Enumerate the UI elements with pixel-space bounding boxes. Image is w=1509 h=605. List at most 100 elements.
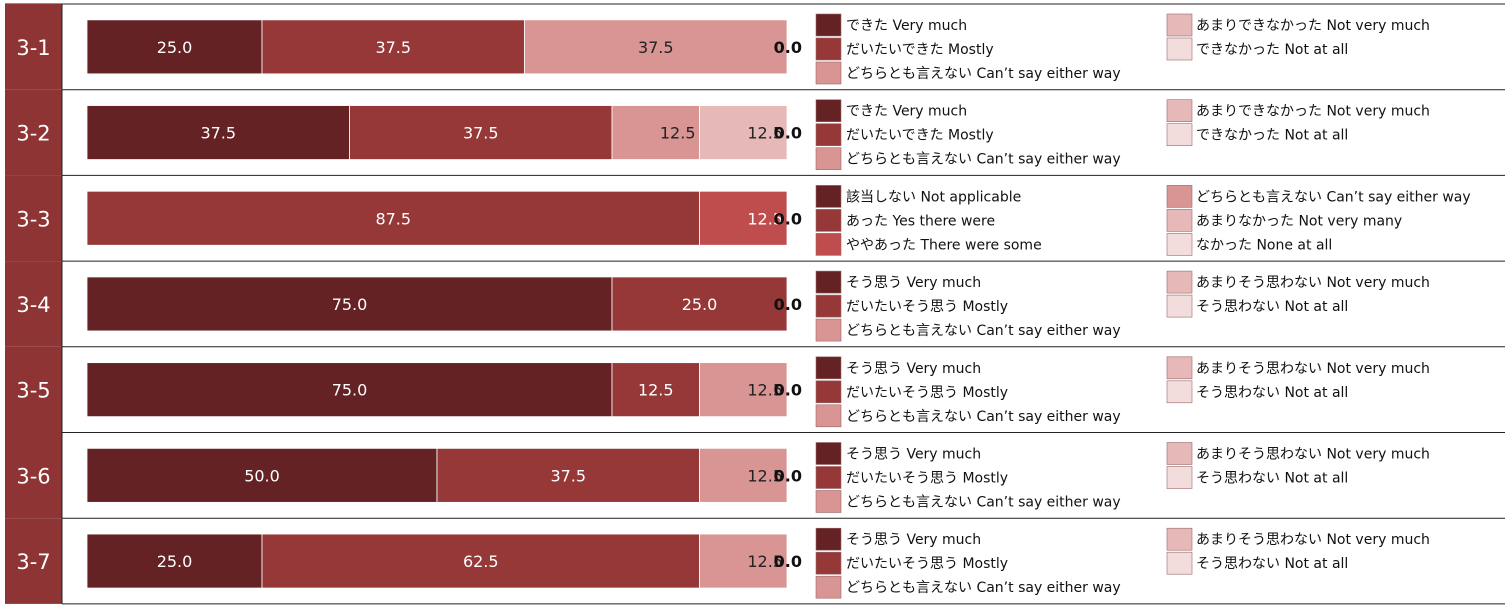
legend-entry: どちらとも言えない Can’t say either way — [846, 152, 1121, 168]
data-label: 87.5 — [375, 209, 411, 228]
data-label: 0.0 — [774, 124, 802, 143]
legend-swatch — [1166, 233, 1193, 256]
legend-entry: だいたいそう思う Mostly — [846, 556, 1008, 572]
legend-entry: できた Very much — [846, 18, 967, 34]
legend-entry: そう思わない Not at all — [1196, 299, 1348, 315]
legend-swatch — [1166, 466, 1193, 489]
legend-entry: あった Yes there were — [846, 213, 995, 229]
legend-entry: そう思わない Not at all — [1196, 385, 1348, 401]
row-label: 3-1 — [16, 36, 50, 60]
data-label: 12.5 — [747, 381, 783, 400]
legend-swatch — [815, 551, 842, 575]
data-label: 12.5 — [660, 124, 696, 143]
row-label: 3-3 — [16, 207, 50, 231]
data-label: 12.5 — [747, 552, 783, 571]
legend-entry: あまりそう思わない Not very much — [1196, 532, 1430, 548]
legend-swatch — [815, 99, 842, 122]
legend-swatch — [1166, 442, 1193, 465]
legend-swatch — [1166, 294, 1193, 318]
bar-segment — [86, 105, 350, 160]
bar-segment — [349, 105, 613, 160]
data-label: 37.5 — [638, 38, 674, 57]
legend-entry: どちらとも言えない Can’t say either way — [846, 66, 1121, 82]
data-label: 25.0 — [157, 38, 193, 57]
legend-swatch — [1166, 209, 1193, 232]
legend-entry: そう思う Very much — [846, 275, 981, 291]
legend-swatch — [815, 294, 842, 318]
legend-entry: できた Very much — [846, 104, 967, 120]
data-label: 62.5 — [463, 552, 499, 571]
row-label-cell — [5, 518, 62, 604]
data-label: 37.5 — [200, 124, 236, 143]
legend-swatch — [815, 527, 842, 551]
legend-swatch — [815, 318, 842, 342]
row-label-cell — [5, 175, 62, 262]
row-label-cell — [5, 4, 62, 90]
row-label-cell — [5, 346, 62, 433]
data-label: 0.0 — [774, 466, 802, 485]
legend-entry: あまりそう思わない Not very much — [1196, 447, 1430, 463]
legend-entry: どちらとも言えない Can’t say either way — [846, 323, 1121, 339]
data-label: 50.0 — [244, 466, 280, 485]
legend-swatch — [815, 442, 842, 465]
legend-entry: どちらとも言えない Can’t say either way — [1196, 189, 1471, 205]
legend-swatch — [815, 61, 842, 85]
bar-segment — [699, 447, 788, 503]
data-label: 25.0 — [157, 552, 193, 571]
data-label: 25.0 — [682, 295, 718, 314]
bar-segment — [86, 276, 613, 332]
legend-swatch — [1166, 356, 1193, 380]
data-label: 12.5 — [638, 381, 674, 400]
legend-swatch — [1166, 185, 1193, 208]
legend-swatch — [815, 270, 842, 294]
bar-segment — [699, 362, 788, 418]
data-label: 75.0 — [332, 295, 368, 314]
legend-entry: だいたいそう思う Mostly — [846, 299, 1008, 315]
data-label: 0.0 — [774, 552, 802, 571]
legend-swatch — [815, 13, 842, 37]
legend-entry: あまりできなかった Not very much — [1196, 104, 1430, 120]
row-label: 3-2 — [16, 122, 50, 146]
legend-swatch — [1166, 99, 1193, 122]
data-label: 37.5 — [463, 124, 499, 143]
legend-swatch — [815, 575, 842, 599]
legend-entry: どちらとも言えない Can’t say either way — [846, 495, 1121, 511]
data-label: 12.5 — [747, 466, 783, 485]
row-label: 3-7 — [16, 550, 50, 574]
legend-swatch — [815, 37, 842, 61]
bar-segment — [699, 533, 788, 589]
legend-swatch — [815, 123, 842, 146]
legend-swatch — [1166, 527, 1193, 551]
data-label: 37.5 — [375, 38, 411, 57]
bar-segment — [86, 190, 700, 246]
data-label: 75.0 — [332, 381, 368, 400]
legend-entry: そう思う Very much — [846, 361, 981, 377]
bar-segment — [86, 362, 613, 418]
legend-swatch — [1166, 270, 1193, 294]
bar-segment — [524, 19, 788, 75]
legend-entry: そう思わない Not at all — [1196, 471, 1348, 487]
legend-swatch — [815, 185, 842, 208]
legend-swatch — [815, 380, 842, 404]
bar-segment — [611, 105, 700, 160]
bar-segment — [261, 533, 700, 589]
legend-entry: あまりそう思わない Not very much — [1196, 361, 1430, 377]
bar-segment — [86, 19, 263, 75]
legend-entry: そう思う Very much — [846, 532, 981, 548]
row-label-cell — [5, 89, 62, 176]
legend-entry: なかった None at all — [1196, 237, 1332, 253]
legend-swatch — [815, 490, 842, 513]
data-label: 0.0 — [774, 38, 802, 57]
legend-entry: だいたいできた Mostly — [846, 42, 994, 58]
bar-segment — [611, 276, 788, 332]
row-label: 3-4 — [16, 293, 50, 317]
bar-segment — [86, 533, 263, 589]
row-label: 3-5 — [16, 379, 50, 403]
bar-segment — [699, 190, 788, 246]
legend-swatch — [1166, 123, 1193, 146]
row-label: 3-6 — [16, 464, 50, 488]
bar-segment — [699, 105, 788, 160]
legend-swatch — [815, 356, 842, 380]
legend-swatch — [815, 233, 842, 256]
legend-entry: だいたいそう思う Mostly — [846, 385, 1008, 401]
